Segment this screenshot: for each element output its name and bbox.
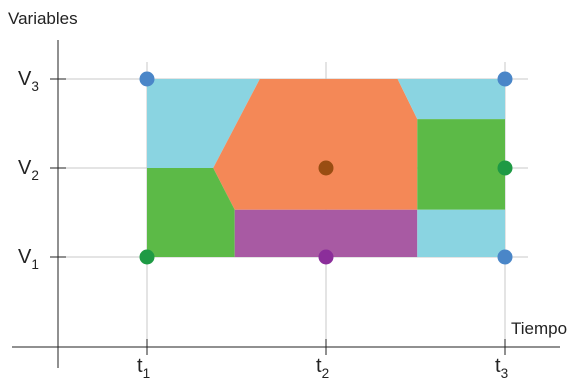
top-left-blue-region [147,79,260,168]
tick-marks [50,78,506,355]
orange-region [213,79,418,210]
axes [12,40,560,368]
left-green-region [147,168,235,257]
region-partition [147,79,505,257]
axis-labels: Variables Tiempo V1 V2 V3 t1 t2 t3 [8,9,567,381]
point-t1-v3 [139,71,155,87]
point-t2-v1 [318,249,334,265]
x-tick-label-t1: t1 [137,355,150,381]
y-axis-title: Variables [8,9,78,28]
bottom-right-blue-region [417,209,505,257]
top-right-blue-region [397,79,505,120]
point-t3-v2 [497,160,513,176]
x-tick-label-t3: t3 [495,355,508,381]
point-t2-v2 [318,160,334,176]
data-points [139,71,513,265]
right-green-region [417,119,505,210]
y-tick-label-v2: V2 [18,157,39,183]
y-tick-label-v3: V3 [18,68,39,94]
x-tick-label-t2: t2 [316,355,329,381]
y-tick-label-v1: V1 [18,246,39,272]
point-t3-v1 [497,249,513,265]
purple-region [234,209,418,257]
x-axis-title: Tiempo [511,319,567,338]
point-t1-v1 [139,249,155,265]
point-t3-v3 [497,71,513,87]
